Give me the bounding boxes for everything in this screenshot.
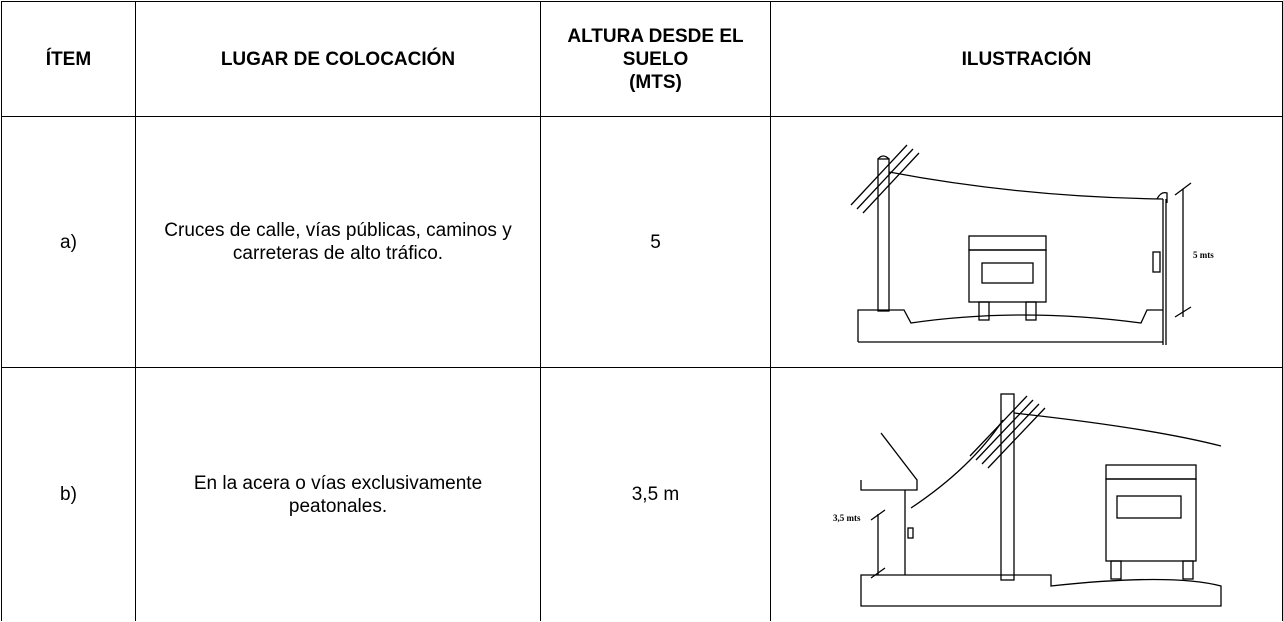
dimension-tick	[870, 509, 886, 521]
ground	[860, 574, 1222, 607]
truck	[968, 249, 1047, 303]
pole	[877, 158, 890, 312]
header-cell: ILUSTRACIÓN	[770, 1, 1283, 117]
truck-window	[1116, 495, 1182, 519]
illustration: 3,5 mts	[833, 393, 1222, 607]
height-cell: 5	[540, 116, 771, 368]
dimension-label: 3,5 mts	[833, 513, 861, 523]
truck	[1105, 478, 1197, 562]
box	[1152, 251, 1161, 273]
truck-window	[981, 262, 1034, 284]
place-cell: En la acera o vías exclusivamente peaton…	[135, 367, 541, 621]
wheel	[1182, 560, 1194, 580]
pole-top	[877, 155, 890, 160]
dimension-tick	[1174, 182, 1192, 196]
truck	[1105, 464, 1197, 480]
wheel	[978, 301, 990, 321]
truck	[968, 235, 1047, 251]
row: a) Cruces de calle, vías públicas, camin…	[1, 116, 1283, 368]
box	[907, 527, 914, 539]
wheel	[1025, 301, 1037, 321]
wheel	[1110, 560, 1122, 580]
item-cell: b)	[1, 367, 136, 621]
lamp	[1156, 191, 1168, 203]
ground	[857, 309, 1163, 342]
cable	[1013, 412, 1222, 447]
header-row: ÍTEM LUGAR DE COLOCACIÓN ALTURA DESDE EL…	[1, 1, 1283, 117]
house-roof	[860, 432, 918, 491]
pole	[1000, 393, 1015, 581]
illustration-cell: 3,5 mts	[770, 367, 1283, 621]
cable	[910, 419, 1004, 509]
header-cell: LUGAR DE COLOCACIÓN	[135, 1, 541, 117]
dimension-label: 5 mts	[1193, 250, 1214, 260]
row: b) En la acera o vías exclusivamente pea…	[1, 367, 1283, 621]
place-cell: Cruces de calle, vías públicas, caminos …	[135, 116, 541, 368]
header-cell: ÍTEM	[1, 1, 136, 117]
item-cell: a)	[1, 116, 136, 368]
cable	[888, 171, 1164, 200]
height-cell: 3,5 m	[540, 367, 771, 621]
dimension-tick	[1174, 306, 1192, 318]
wires	[850, 144, 920, 214]
illustration-cell: 5 mts	[770, 116, 1283, 368]
illustration: 5 mts	[850, 144, 1214, 345]
dimension-tick	[870, 567, 886, 579]
header-cell: ALTURA DESDE EL SUELO (MTS)	[540, 1, 771, 117]
wires	[969, 395, 1046, 469]
